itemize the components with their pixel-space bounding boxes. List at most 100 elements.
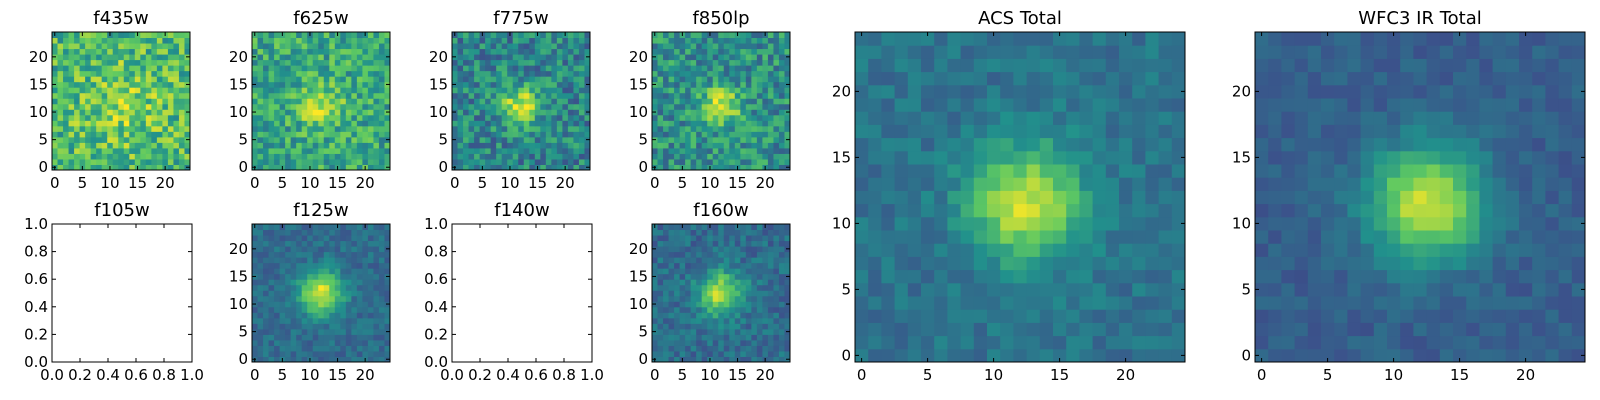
heatmap-cell	[268, 235, 275, 242]
heatmap-cell	[57, 59, 64, 66]
heatmap-cell	[663, 131, 670, 138]
heatmap-cell	[112, 76, 119, 83]
heatmap-cell	[685, 103, 692, 110]
heatmap-cell	[178, 37, 185, 44]
heatmap-cell	[167, 114, 174, 121]
heatmap-cell	[1545, 322, 1560, 337]
heatmap-cell	[1505, 296, 1520, 310]
heatmap-cell	[474, 76, 481, 83]
heatmap-cell	[657, 98, 664, 105]
heatmap-cell	[151, 103, 158, 110]
heatmap-cell	[756, 290, 763, 297]
heatmap-cell	[696, 142, 703, 149]
heatmap-cell	[79, 37, 86, 44]
heatmap-cell	[1268, 282, 1282, 297]
heatmap-cell	[668, 109, 675, 116]
heatmap-cell	[345, 59, 352, 66]
heatmap-cell	[668, 323, 675, 330]
x-tick-label: 20	[556, 174, 575, 192]
heatmap-cell	[301, 87, 308, 94]
heatmap-cell	[745, 43, 752, 50]
heatmap-cell	[318, 54, 325, 61]
heatmap-cell	[1387, 309, 1401, 323]
heatmap-cell	[1079, 309, 1094, 323]
heatmap-cell	[1321, 322, 1335, 337]
heatmap-cell	[290, 229, 297, 236]
heatmap-cell	[855, 216, 869, 231]
heatmap-cell	[290, 48, 297, 55]
heatmap-cell	[356, 65, 363, 72]
y-tick-label: 5	[238, 131, 248, 149]
heatmap-cell	[378, 136, 385, 143]
heatmap-cell	[1092, 124, 1107, 139]
heatmap-cell	[340, 98, 347, 105]
heatmap-cell	[652, 306, 659, 313]
heatmap-cell	[784, 312, 791, 319]
heatmap-cell	[1000, 98, 1014, 112]
heatmap-cell	[118, 103, 125, 110]
heatmap-cell	[323, 295, 330, 302]
heatmap-cell	[178, 120, 185, 127]
heatmap-cell	[490, 65, 497, 72]
heatmap-cell	[301, 328, 308, 335]
heatmap-cell	[474, 70, 481, 77]
heatmap-cell	[512, 43, 519, 50]
y-tick-label: 20	[629, 240, 648, 258]
heatmap-cell	[523, 131, 530, 138]
heatmap-cell	[745, 142, 752, 149]
heatmap-cell	[1505, 256, 1520, 271]
heatmap-cell	[734, 295, 741, 302]
heatmap-cell	[145, 32, 152, 39]
heatmap-cell	[373, 48, 380, 55]
heatmap-cell	[696, 295, 703, 302]
heatmap-cell	[523, 59, 530, 66]
heatmap-cell	[356, 114, 363, 121]
heatmap-cell	[178, 32, 185, 39]
heatmap-cell	[657, 142, 664, 149]
heatmap-cell	[367, 345, 374, 352]
heatmap-cell	[285, 65, 292, 72]
heatmap-cell	[723, 290, 730, 297]
heatmap-cell	[1039, 164, 1054, 178]
heatmap-cell	[1171, 98, 1186, 112]
heatmap-cell	[921, 309, 935, 323]
heatmap-cell	[745, 59, 752, 66]
heatmap-cell	[657, 350, 664, 357]
heatmap-cell	[351, 323, 358, 330]
heatmap-cell	[307, 136, 314, 143]
heatmap-cell	[1334, 243, 1348, 257]
heatmap-cell	[881, 111, 896, 125]
heatmap-cell	[1334, 203, 1348, 218]
heatmap-cell	[140, 153, 147, 160]
x-tick-label: 15	[128, 174, 147, 192]
heatmap-cell	[751, 76, 758, 83]
heatmap-cell	[318, 81, 325, 88]
heatmap-cell	[296, 32, 303, 39]
heatmap-cell	[960, 58, 975, 73]
heatmap-cell	[679, 246, 686, 253]
heatmap-cell	[1000, 322, 1014, 337]
heatmap-cell	[734, 290, 741, 297]
y-tick-label: 1.0	[424, 215, 448, 233]
heatmap-cell	[362, 98, 369, 105]
heatmap-cell	[756, 114, 763, 121]
heatmap-cell	[268, 164, 275, 171]
heatmap-cell	[767, 257, 774, 264]
heatmap-cell	[151, 48, 158, 55]
heatmap-cell	[274, 147, 281, 154]
heatmap-cell	[334, 251, 341, 258]
heatmap-cell	[762, 295, 769, 302]
heatmap-cell	[729, 339, 736, 346]
heatmap-cell	[685, 92, 692, 99]
heatmap-cell	[279, 268, 286, 275]
heatmap-cell	[973, 216, 988, 231]
heatmap-cell	[767, 76, 774, 83]
axes-frame	[251, 31, 391, 171]
heatmap-cell	[545, 98, 552, 105]
heatmap-cell	[663, 125, 670, 132]
heatmap-cell	[279, 257, 286, 264]
heatmap-cell	[751, 32, 758, 39]
heatmap-cell	[373, 262, 380, 269]
heatmap-cell	[701, 257, 708, 264]
heatmap-cell	[329, 131, 336, 138]
